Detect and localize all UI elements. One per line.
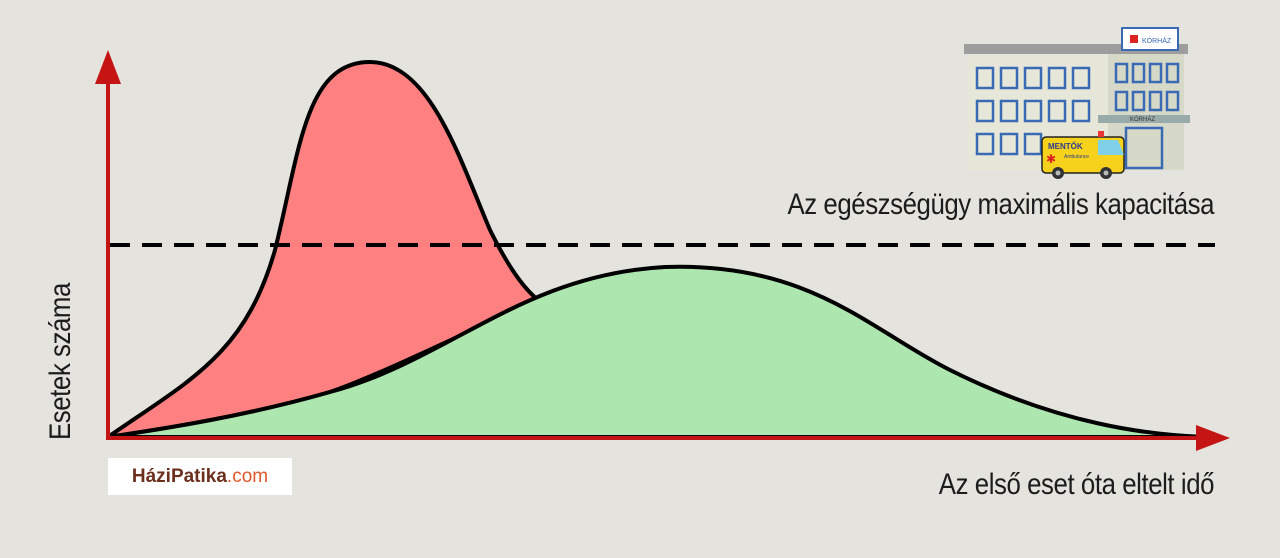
logo-dot: . — [226, 465, 233, 487]
svg-text:MENTŐK: MENTŐK — [1048, 142, 1083, 151]
ambulance-icon: MENTŐK Ambulance ✱ — [1041, 131, 1125, 179]
svg-text:Ambulance: Ambulance — [1064, 154, 1089, 160]
x-axis-label: Az első eset óta eltelt idő — [938, 468, 1215, 501]
hazipatika-logo[interactable]: HáziPatika. com — [108, 458, 292, 495]
x-axis-arrow — [1196, 425, 1230, 451]
logo-main: HáziPatika — [131, 465, 227, 487]
y-axis-arrow — [95, 50, 121, 84]
flat-curve — [106, 264, 1207, 439]
logo-tld: com — [232, 465, 269, 487]
capacity-label: Az egészségügy maximális kapacitása — [787, 188, 1214, 221]
svg-text:✱: ✱ — [1046, 152, 1056, 166]
svg-text:KÓRHÁZ: KÓRHÁZ — [1142, 36, 1172, 45]
y-axis-label: Esetek száma — [44, 283, 77, 440]
svg-text:KÓRHÁZ: KÓRHÁZ — [1130, 116, 1155, 123]
